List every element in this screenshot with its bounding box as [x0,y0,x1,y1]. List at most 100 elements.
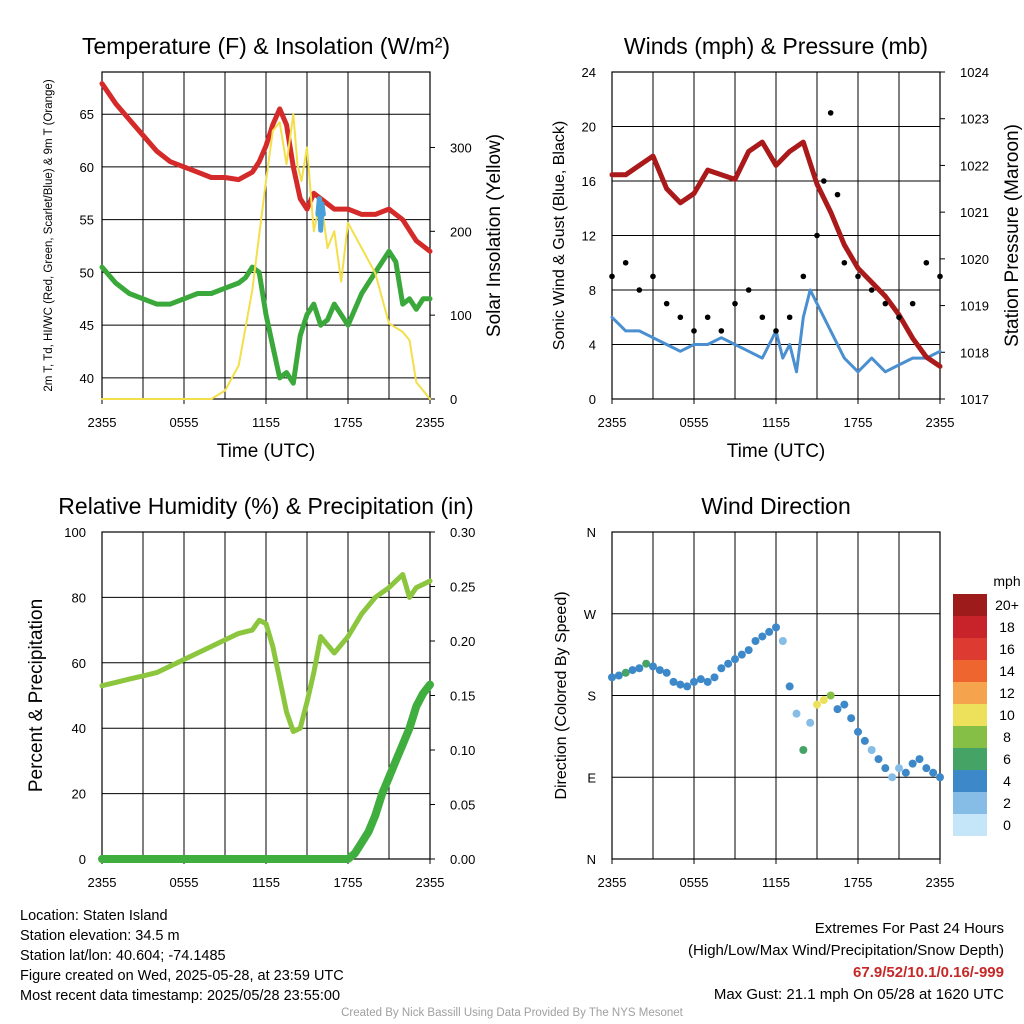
direction-point [915,755,924,764]
y2-tick-label: 0.05 [450,798,475,813]
y2-tick-label: 1022 [960,158,989,173]
legend-label: 16 [999,641,1015,657]
y2-tick-label: 0 [450,392,457,407]
y-tick-label: 50 [80,265,94,280]
y-tick-label: E [587,770,596,785]
x-tick-label: 1155 [762,875,790,890]
elevation-text: Station elevation: 34.5 m [20,928,180,944]
y-tick-label: 40 [80,371,94,386]
x-tick-label: 2355 [88,875,117,890]
direction-point [710,673,719,682]
gust-point [827,110,834,116]
direction-point [765,627,774,636]
y2-tick-label: 1021 [960,205,989,220]
y2-tick-label: 0.30 [450,525,475,540]
x-tick-label: 2355 [598,875,627,890]
direction-point [936,773,944,782]
x-tick-label: 2355 [598,415,627,430]
direction-point [744,646,753,655]
direction-point [635,664,644,673]
credit-text: Created By Nick Bassill Using Data Provi… [341,1007,683,1019]
direction-point [792,709,801,718]
direction-point [662,668,671,677]
chart-title: Winds (mph) & Pressure (mb) [624,33,928,59]
y-tick-label: 20 [582,120,596,135]
legend-label: 0 [1003,817,1011,833]
y2-tick-label: 1019 [960,299,989,314]
station-info: Location: Staten Island Station elevatio… [20,906,344,1006]
direction-point [826,691,835,700]
y2-tick-label: 0.25 [450,580,475,595]
y-tick-label: 8 [589,283,596,298]
direction-point [608,673,616,682]
gust-point [800,273,807,280]
y-tick-label: 60 [72,656,86,671]
gust-point [663,300,670,307]
gust-point [909,300,916,307]
direction-point [614,671,623,680]
gust-point [732,300,738,307]
x-tick-label: 1155 [762,415,790,430]
direction-point [881,764,890,773]
extremes-subtitle: (High/Low/Max Wind/Precipitation/Snow De… [688,942,1004,959]
legend-swatch [953,616,987,638]
legend-label: 4 [1003,773,1011,789]
direction-point [833,705,842,714]
direction-point [751,637,760,645]
gust-point [622,259,629,266]
y2-tick-label: 1024 [960,65,989,80]
direction-point [690,677,698,686]
legend-label: 8 [1003,729,1011,745]
y-tick-label: N [587,525,596,540]
y2-axis-label: Station Pressure (Maroon) [1002,124,1023,347]
series-line [610,288,942,374]
y2-tick-label: 300 [450,140,472,155]
x-axis-label: Time (UTC) [727,441,826,462]
direction-point [922,764,931,773]
legend-swatch [953,594,987,616]
y-axis-label: 2m T, Td, HI/WC (Red, Green, Scarlet/Blu… [43,79,55,391]
direction-point [929,768,938,777]
gust-point [882,300,889,307]
chart-title: Temperature (F) & Insolation (W/m²) [82,33,450,59]
y-tick-label: 16 [582,174,596,189]
gust-point [923,259,930,266]
legend-label: 6 [1003,751,1011,767]
recent-text: Most recent data timestamp: 2025/05/28 2… [20,988,341,1004]
y2-axis-label: Solar Insolation (Yellow) [484,134,505,337]
gust-point [759,314,766,321]
series-line [99,248,433,386]
direction-point [683,682,692,691]
y-tick-label: 80 [72,590,86,605]
x-tick-label: 2355 [416,875,445,890]
y-tick-label: S [587,689,596,704]
legend-swatch [953,638,987,660]
y-axis-label: Direction (Colored By Speed) [553,591,570,799]
legend-swatch [953,660,987,682]
extremes-title: Extremes For Past 24 Hours [814,920,1004,937]
gust-point [786,314,793,321]
direction-point [867,746,876,754]
gust-point [677,314,684,321]
series-line [609,139,943,369]
legend-swatch [953,814,987,836]
extremes-info: Extremes For Past 24 Hours (High/Low/Max… [688,918,1004,1006]
direction-point [655,666,664,675]
x-tick-label: 2355 [88,415,117,430]
gust-point [834,191,841,198]
direction-point [847,714,856,723]
x-tick-label: 1155 [252,415,280,430]
y2-tick-label: 0.15 [450,689,475,704]
y2-tick-label: 200 [450,224,472,239]
y-tick-label: 0 [589,392,596,407]
legend-label: 12 [999,685,1015,701]
direction-point [642,659,651,668]
direction-point [731,655,739,664]
y-tick-label: 12 [582,229,596,244]
direction-point [888,773,897,782]
direction-point [724,659,733,668]
gust-point [868,287,875,293]
y-tick-label: N [587,852,596,867]
direction-point [813,700,821,709]
